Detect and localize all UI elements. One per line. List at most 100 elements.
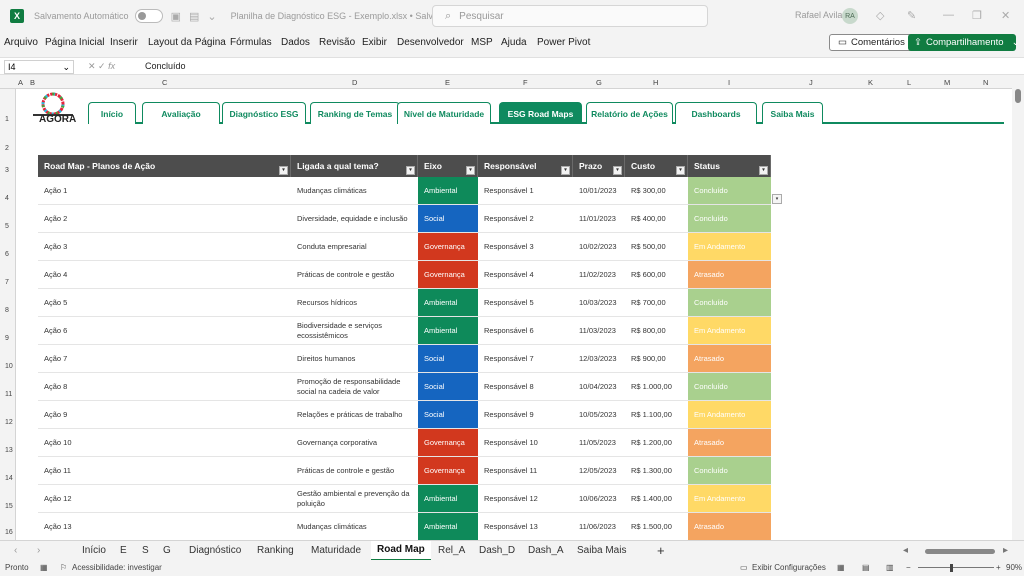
- column-header[interactable]: D: [352, 78, 358, 87]
- row-header[interactable]: 3: [5, 167, 9, 174]
- vertical-scrollbar[interactable]: [1012, 77, 1024, 540]
- cell-custo[interactable]: R$ 1.400,00: [631, 493, 672, 503]
- cell-tema[interactable]: Recursos hídricos: [297, 297, 358, 307]
- cell-custo[interactable]: R$ 500,00: [631, 241, 666, 251]
- cell-resp[interactable]: Responsável 4: [484, 269, 534, 279]
- sheet-tab[interactable]: G: [163, 545, 171, 556]
- filter-dropdown-icon[interactable]: ▾: [759, 166, 768, 175]
- cell-status[interactable]: Concluído: [688, 177, 771, 204]
- cell-resp[interactable]: Responsável 8: [484, 381, 534, 391]
- filter-dropdown-icon[interactable]: ▾: [466, 166, 475, 175]
- column-header[interactable]: L: [907, 78, 912, 87]
- filter-dropdown-icon[interactable]: ▾: [406, 166, 415, 175]
- tab-inserir[interactable]: Inserir: [110, 37, 138, 48]
- cell-eixo[interactable]: Ambiental: [418, 177, 478, 204]
- chevron-down-icon[interactable]: ⌄: [207, 10, 217, 23]
- row-header[interactable]: 12: [5, 419, 13, 426]
- cell-status[interactable]: Concluído: [688, 205, 771, 232]
- zoom-level[interactable]: 90%: [1006, 563, 1023, 572]
- page-break-icon[interactable]: ▥: [886, 563, 894, 572]
- cell-custo[interactable]: R$ 1.100,00: [631, 409, 672, 419]
- cell-resp[interactable]: Responsável 11: [484, 465, 538, 475]
- cell-custo[interactable]: R$ 1.500,00: [631, 521, 672, 531]
- cell-eixo[interactable]: Ambiental: [418, 289, 478, 316]
- share-button[interactable]: ⇪ Compartilhamento ⌄: [908, 34, 1020, 51]
- sheet-tab[interactable]: Dash_D: [479, 545, 516, 556]
- cell-tema[interactable]: Práticas de controle e gestão: [297, 465, 395, 475]
- cell-resp[interactable]: Responsável 13: [484, 521, 538, 531]
- formula-input[interactable]: Concluído: [145, 61, 186, 71]
- cell-prazo[interactable]: 11/03/2023: [579, 325, 616, 335]
- cell-status[interactable]: Em Andamento: [688, 317, 771, 344]
- cell-status[interactable]: Atrasado: [688, 513, 771, 540]
- cell-acao[interactable]: Ação 9: [44, 409, 68, 419]
- scroll-right-icon[interactable]: ›: [37, 545, 41, 556]
- cell-acao[interactable]: Ação 7: [44, 353, 68, 363]
- cell-acao[interactable]: Ação 1: [44, 185, 68, 195]
- row-header[interactable]: 6: [5, 251, 9, 258]
- sheet-tab[interactable]: Rel_A: [438, 545, 466, 556]
- cell-eixo[interactable]: Governança: [418, 261, 478, 288]
- row-header[interactable]: 1: [5, 116, 9, 123]
- column-header[interactable]: I: [728, 78, 731, 87]
- sheet-tab[interactable]: Saiba Mais: [577, 545, 627, 556]
- cell-tema[interactable]: Relações e práticas de trabalho: [297, 409, 403, 419]
- cell-tema[interactable]: Direitos humanos: [297, 353, 356, 363]
- add-sheet-icon[interactable]: +: [657, 543, 665, 558]
- cell-status[interactable]: Concluído: [688, 373, 771, 400]
- sheet-tab[interactable]: S: [142, 545, 149, 556]
- tabs-right-icon[interactable]: ▸: [1003, 545, 1009, 556]
- cell-status[interactable]: Atrasado: [688, 345, 771, 372]
- sheet-tab[interactable]: Ranking: [257, 545, 294, 556]
- cell-status[interactable]: Atrasado: [688, 261, 771, 288]
- row-header[interactable]: 15: [5, 503, 13, 510]
- row-header[interactable]: 16: [5, 529, 13, 536]
- zoom-slider[interactable]: [918, 567, 994, 568]
- zoom-in-icon[interactable]: +: [996, 563, 1001, 572]
- sheet-tab[interactable]: Road Map: [371, 541, 431, 561]
- row-header[interactable]: 13: [5, 447, 13, 454]
- nav-button[interactable]: Avaliação: [142, 102, 220, 124]
- cell-eixo[interactable]: Social: [418, 345, 478, 372]
- nav-button[interactable]: Início: [88, 102, 136, 124]
- nav-button[interactable]: Nível de Maturidade: [397, 102, 491, 124]
- cell-eixo[interactable]: Governança: [418, 429, 478, 456]
- cell-resp[interactable]: Responsável 3: [484, 241, 534, 251]
- chevron-down-icon[interactable]: ⌄: [1011, 37, 1020, 48]
- cell-tema[interactable]: Governança corporativa: [297, 437, 378, 447]
- tab-arquivo[interactable]: Arquivo: [4, 37, 38, 48]
- nav-button[interactable]: Dashboards: [675, 102, 757, 124]
- cell-tema[interactable]: Mudanças climáticas: [297, 185, 367, 195]
- cell-prazo[interactable]: 11/06/2023: [579, 521, 616, 531]
- filter-dropdown-icon[interactable]: ▾: [613, 166, 622, 175]
- cell-status[interactable]: Concluído: [688, 457, 771, 484]
- column-header[interactable]: N: [983, 78, 989, 87]
- cell-resp[interactable]: Responsável 5: [484, 297, 534, 307]
- document-title[interactable]: Planilha de Diagnóstico ESG - Exemplo.xl…: [230, 11, 438, 21]
- cell-prazo[interactable]: 11/02/2023: [579, 269, 616, 279]
- filter-dropdown-icon[interactable]: ▾: [676, 166, 685, 175]
- cell-status[interactable]: Em Andamento: [688, 233, 771, 260]
- row-header[interactable]: 8: [5, 307, 9, 314]
- cell-custo[interactable]: R$ 900,00: [631, 353, 666, 363]
- cell-prazo[interactable]: 10/06/2023: [579, 493, 617, 503]
- nav-button[interactable]: ESG Road Maps: [499, 102, 582, 124]
- row-header[interactable]: 7: [5, 279, 9, 286]
- row-header[interactable]: 14: [5, 475, 13, 482]
- cell-tema[interactable]: Mudanças climáticas: [297, 521, 367, 531]
- cell-acao[interactable]: Ação 4: [44, 269, 68, 279]
- cell-prazo[interactable]: 12/03/2023: [579, 353, 617, 363]
- worksheet[interactable]: AGORA Início Avaliação Diagnóstico ESG Rank…: [16, 89, 1012, 540]
- cell-resp[interactable]: Responsável 6: [484, 325, 534, 335]
- cell-prazo[interactable]: 10/05/2023: [579, 409, 617, 419]
- cell-acao[interactable]: Ação 3: [44, 241, 68, 251]
- cell-status[interactable]: Atrasado: [688, 429, 771, 456]
- column-header[interactable]: H: [653, 78, 659, 87]
- cell-resp[interactable]: Responsável 10: [484, 437, 538, 447]
- tab-layout-da-pagina[interactable]: Layout da Página: [148, 37, 226, 48]
- cell-acao[interactable]: Ação 6: [44, 325, 68, 335]
- cell-tema[interactable]: Conduta empresarial: [297, 241, 367, 251]
- cell-tema[interactable]: Gestão ambiental e prevenção da poluição: [297, 488, 410, 508]
- cell-acao[interactable]: Ação 11: [44, 465, 71, 475]
- filter-dropdown-icon[interactable]: ▾: [279, 166, 288, 175]
